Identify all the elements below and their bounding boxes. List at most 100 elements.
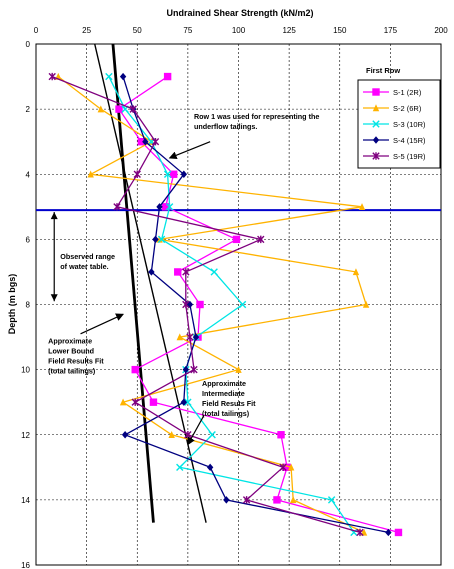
- annotation: Approximate Lower Bound Field Results Fit(…: [48, 313, 124, 376]
- annotation-line: (total tailings): [202, 409, 250, 418]
- y-tick-label: 4: [26, 170, 31, 179]
- annotation-arrow: [80, 313, 124, 335]
- data-point: [385, 528, 392, 537]
- y-tick-label: 16: [21, 561, 30, 569]
- range-head-top: [50, 212, 58, 220]
- data-point: [131, 365, 139, 374]
- annotation-text: Observed range of water table.: [60, 252, 115, 271]
- legend-entry: S-2 (6R): [363, 104, 422, 113]
- data-point: [182, 300, 190, 309]
- annotation-text: Approximate Intermediate Field Resuts Fit(…: [202, 379, 256, 418]
- data-point: [192, 333, 200, 341]
- data-point: [163, 72, 172, 81]
- data-point: [372, 120, 380, 128]
- annotations: Row 1 was used for representing the under…: [48, 112, 319, 446]
- x-tick-label: 0: [34, 26, 39, 35]
- series-group: [115, 72, 403, 537]
- range-head-bottom: [50, 294, 58, 302]
- legend-label: S-3 (10R): [393, 120, 426, 129]
- annotation-line: Intermediate: [202, 389, 245, 398]
- data-point: [152, 235, 159, 244]
- data-point: [119, 398, 127, 406]
- data-point: [232, 235, 241, 244]
- data-point: [238, 300, 247, 309]
- annotation-line: underflow tailings.: [194, 122, 258, 131]
- data-point: [174, 268, 182, 276]
- data-point: [119, 72, 127, 81]
- y-axis-label: Depth (m bgs): [7, 274, 17, 335]
- annotation-line: Approximate: [48, 337, 92, 346]
- data-point: [362, 300, 370, 308]
- y-tick-label: 12: [21, 431, 30, 440]
- y-tick-label: 10: [21, 366, 30, 375]
- water-table-range-arrow: [50, 212, 58, 302]
- annotation-text: Approximate Lower Bound Field Results Fit(…: [48, 337, 104, 376]
- data-point: [133, 170, 141, 178]
- data-point: [113, 203, 121, 211]
- data-point: [279, 463, 287, 472]
- annotation: Approximate Intermediate Field Resuts Fit(…: [187, 379, 256, 446]
- data-point: [352, 268, 360, 276]
- legend-entry: S-3 (10R): [363, 120, 426, 129]
- annotation-text: Row 1 was used for representing the under…: [194, 112, 319, 131]
- data-point: [356, 528, 364, 537]
- data-point: [121, 431, 129, 439]
- data-point: [358, 203, 366, 211]
- legend-label: S-1 (2R): [393, 88, 422, 97]
- data-point: [206, 463, 214, 472]
- data-point: [156, 235, 163, 243]
- legend-label: S-2 (6R): [393, 104, 422, 113]
- data-point: [148, 268, 155, 276]
- x-tick-label: 50: [133, 26, 142, 35]
- data-point: [186, 333, 194, 341]
- data-point: [168, 431, 175, 438]
- data-point: [190, 365, 198, 374]
- data-point: [129, 105, 137, 113]
- y-tick-label: 8: [26, 301, 31, 310]
- data-point: [176, 463, 184, 472]
- data-point: [163, 170, 172, 178]
- data-point: [142, 137, 149, 146]
- data-point: [277, 431, 285, 439]
- y-tick-label: 6: [26, 235, 31, 244]
- annotation-arrow: [168, 141, 211, 160]
- legend-entry: S-5 (19R): [363, 152, 426, 161]
- data-point: [48, 72, 56, 81]
- annotation: Observed range of water table.: [60, 252, 115, 271]
- y-tick-label: 0: [26, 40, 31, 49]
- data-point: [87, 170, 94, 178]
- data-point: [115, 105, 123, 113]
- legend: First Row S-1 (2R) S-2 (6R) S-3 (10R) S-4 (…: [357, 66, 441, 169]
- x-tick-label: 100: [232, 26, 246, 35]
- annotation-line: of water table.: [60, 262, 108, 271]
- data-point: [196, 300, 204, 309]
- data-point: [235, 365, 242, 373]
- data-point: [182, 268, 190, 276]
- data-point: [289, 496, 297, 504]
- chart-title: Undrained Shear Strength (kN/m2): [166, 8, 313, 18]
- x-tick-labels: 0 25 50 75 100 125 150 175 200: [34, 26, 448, 35]
- data-point: [157, 235, 166, 244]
- x-tick-label: 25: [82, 26, 91, 35]
- y-tick-labels: 0 2 4 6 8 10 12 14 16: [21, 40, 30, 569]
- data-point: [372, 152, 380, 160]
- legend-title: First Row: [366, 66, 400, 75]
- data-point: [176, 333, 183, 341]
- annotation-line: Row 1 was used for representing the: [194, 112, 319, 121]
- data-point: [184, 398, 192, 406]
- data-point: [180, 170, 188, 178]
- x-tick-label: 175: [384, 26, 398, 35]
- data-point: [242, 496, 251, 504]
- data-point: [257, 235, 265, 244]
- annotation-line: Lower Bound: [48, 347, 94, 356]
- annotation-arrow: [187, 414, 205, 446]
- annotation: Row 1 was used for representing the under…: [168, 112, 319, 160]
- data-point: [97, 105, 104, 113]
- data-point: [327, 496, 336, 504]
- x-tick-label: 150: [333, 26, 347, 35]
- annotation-line: Field Resuts Fit: [202, 399, 256, 408]
- x-tick-label: 200: [434, 26, 448, 35]
- data-point: [151, 137, 160, 146]
- data-point: [287, 463, 295, 471]
